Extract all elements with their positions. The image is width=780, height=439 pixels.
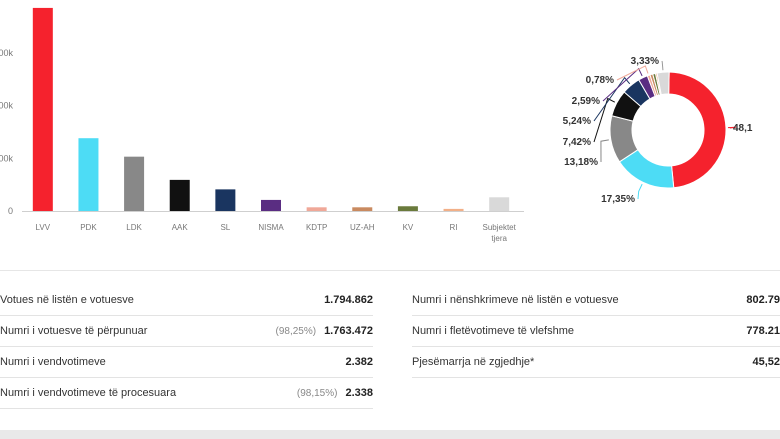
donut-slice-label: 13,18% xyxy=(564,157,598,168)
stat-label: Numri i vendvotimeve xyxy=(0,356,106,368)
bar-uz-ah[interactable] xyxy=(352,207,373,211)
donut-leader-line xyxy=(616,65,649,81)
bar-sl[interactable] xyxy=(215,189,236,211)
stat-row: Numri i vendvotimeve 2.382 xyxy=(0,347,373,378)
donut-leader-line xyxy=(593,97,616,143)
x-tick-label: NISMA xyxy=(258,223,284,232)
donut-slice[interactable] xyxy=(656,71,670,96)
stat-label: Pjesëmarrja në zgjedhje* xyxy=(412,356,535,368)
bar-ldk[interactable] xyxy=(124,156,145,211)
x-tick-label: PDK xyxy=(80,223,97,232)
x-tick-label: KV xyxy=(403,223,414,232)
stat-label: Votues në listën e votuesve xyxy=(0,294,134,306)
stat-value: 2.382 xyxy=(345,356,373,368)
bar-kdtp[interactable] xyxy=(306,207,327,211)
stat-label: Numri i vendvotimeve të procesuara xyxy=(0,387,177,399)
chart-panel: 0 100k 200k 300k LVV PDK LDK AAK SL NISMA KDTP UZ-A… xyxy=(0,0,780,270)
x-tick-label: AAK xyxy=(172,223,189,232)
donut-chart: 48,1 17,35% 13,18% 7,42% 5,24% 2,59% 0,78% 3,33… xyxy=(563,56,753,205)
donut-slice-label: 17,35% xyxy=(601,194,635,205)
bar-subjektet-tjera[interactable] xyxy=(489,197,510,211)
donut-slice-label: 3,33% xyxy=(631,56,659,67)
donut-slice-label: 48,1 xyxy=(733,123,753,134)
bar-ri[interactable] xyxy=(443,208,464,211)
stat-label: Numri i votuesve të përpunuar xyxy=(0,325,148,337)
stat-row: Numri i vendvotimeve të procesuara (98,15… xyxy=(0,378,373,409)
bar-aak[interactable] xyxy=(169,179,190,211)
x-tick-label: UZ-AH xyxy=(350,223,375,232)
donut-slice[interactable] xyxy=(668,71,727,189)
donut-slice-label: 7,42% xyxy=(563,137,591,148)
stats-panel: Votues në listën e votuesve 1.794.862 Numr… xyxy=(0,270,780,430)
bar-lvv[interactable] xyxy=(32,7,53,211)
stat-value: 1.763.472 xyxy=(324,325,373,337)
stat-percentage: (98,25%) xyxy=(275,325,317,337)
y-tick-label: 200k xyxy=(0,101,13,111)
bar-kv[interactable] xyxy=(397,206,418,211)
stat-value: 778.21 xyxy=(746,325,780,337)
stat-row: Pjesëmarrja në zgjedhje* 45,52 xyxy=(412,347,780,378)
y-tick-label: 300k xyxy=(0,48,13,58)
donut-slice-label: 0,78% xyxy=(586,75,614,86)
x-tick-label: RI xyxy=(450,223,458,232)
stat-label: Numri i nënshkrimeve në listën e votuesv… xyxy=(412,294,619,306)
donut-leader-line xyxy=(661,60,664,71)
stat-row: Numri i fletëvotimeve të vlefshme 778.21 xyxy=(412,316,780,347)
stat-row: Votues në listën e votuesve 1.794.862 xyxy=(0,285,373,316)
x-tick-label: LDK xyxy=(126,223,142,232)
donut-leader-line xyxy=(727,126,737,129)
stat-label: Numri i fletëvotimeve të vlefshme xyxy=(412,325,574,337)
stat-value: 45,52 xyxy=(752,356,780,368)
x-tick-label: Subjektet tjera xyxy=(483,223,517,243)
donut-slice-label: 2,59% xyxy=(572,96,600,107)
stat-row: Numri i nënshkrimeve në listën e votuesv… xyxy=(412,285,780,316)
bar-chart: 0 100k 200k 300k LVV PDK LDK AAK SL NISMA KDTP UZ-A… xyxy=(0,7,524,243)
x-tick-label: LVV xyxy=(36,223,51,232)
donut-leader-line xyxy=(637,183,643,200)
stat-percentage: (98,15%) xyxy=(296,387,338,399)
donut-leader-line xyxy=(600,139,609,163)
donut-slice-label: 5,24% xyxy=(563,116,591,127)
x-tick-label: KDTP xyxy=(306,223,327,232)
donut-leader-line xyxy=(593,76,631,122)
stat-value: 1.794.862 xyxy=(324,294,373,306)
bar-pdk[interactable] xyxy=(78,138,99,211)
stat-value: 2.338 xyxy=(345,387,373,399)
y-tick-label: 100k xyxy=(0,153,13,163)
bar-nisma[interactable] xyxy=(261,199,281,211)
page-footer-strip xyxy=(0,430,780,439)
stat-value: 802.79 xyxy=(746,294,780,306)
stat-row: Numri i votuesve të përpunuar (98,25%) 1.7… xyxy=(0,316,373,347)
x-tick-label: SL xyxy=(220,223,230,232)
y-tick-label: 0 xyxy=(8,206,13,216)
